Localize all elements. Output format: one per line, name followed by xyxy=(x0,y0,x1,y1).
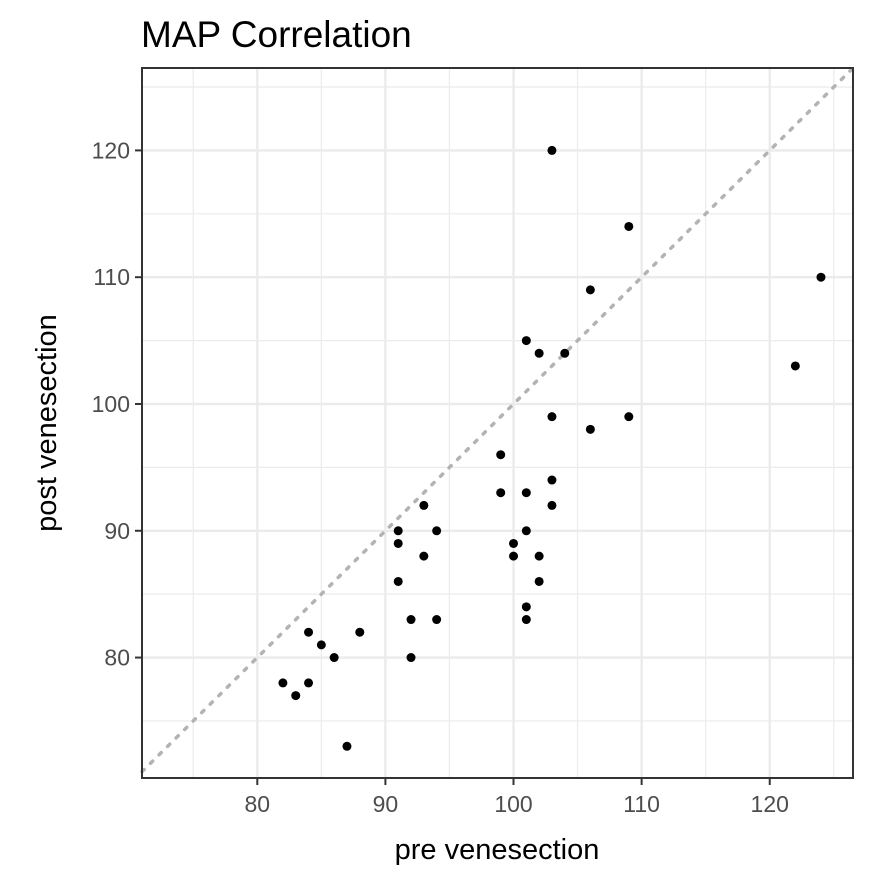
data-point xyxy=(547,475,557,485)
identity-reference-line xyxy=(140,66,855,774)
data-point xyxy=(419,500,429,510)
data-point xyxy=(816,272,826,282)
data-point xyxy=(496,488,506,498)
y-tick-label: 110 xyxy=(93,264,130,290)
data-point xyxy=(432,526,442,536)
data-point xyxy=(534,576,544,586)
data-point xyxy=(547,500,557,510)
x-tick-label: 120 xyxy=(751,791,789,817)
data-point xyxy=(355,627,365,637)
data-point xyxy=(547,145,557,155)
plot-panel xyxy=(142,68,853,778)
data-point xyxy=(342,741,352,751)
data-point xyxy=(534,551,544,561)
chart-title: MAP Correlation xyxy=(141,14,412,55)
data-point xyxy=(624,221,634,231)
data-point xyxy=(393,538,403,548)
data-point xyxy=(534,348,544,358)
data-point xyxy=(521,602,531,612)
y-axis-ticks: 80 90 100 110 120 xyxy=(92,137,142,671)
panel-border xyxy=(141,67,854,779)
data-point xyxy=(432,615,442,625)
data-point xyxy=(419,551,429,561)
minor-grid xyxy=(142,68,853,778)
data-point xyxy=(521,615,531,625)
x-tick-label: 90 xyxy=(373,791,399,817)
x-axis-title: pre venesection xyxy=(395,834,600,866)
data-point xyxy=(393,526,403,536)
data-point xyxy=(509,551,519,561)
data-point xyxy=(521,488,531,498)
data-point xyxy=(278,678,288,688)
data-point xyxy=(585,424,595,434)
y-axis-title: post venesection xyxy=(31,314,63,532)
y-tick-label: 100 xyxy=(92,391,130,417)
data-point xyxy=(624,412,634,422)
data-point xyxy=(329,653,339,663)
data-point xyxy=(521,336,531,346)
data-point xyxy=(406,615,416,625)
y-tick-label: 80 xyxy=(104,645,130,671)
data-point xyxy=(496,450,506,460)
data-points xyxy=(278,145,826,751)
x-tick-label: 80 xyxy=(245,791,271,817)
x-tick-label: 110 xyxy=(623,791,660,817)
x-tick-label: 100 xyxy=(494,791,532,817)
data-point xyxy=(585,285,595,295)
data-point xyxy=(547,412,557,422)
data-point xyxy=(291,691,301,701)
data-point xyxy=(509,538,519,548)
data-point xyxy=(304,627,314,637)
identity-line xyxy=(140,66,855,774)
data-point xyxy=(560,348,570,358)
data-point xyxy=(406,653,416,663)
x-axis-ticks: 80 90 100 110 120 xyxy=(245,778,789,817)
major-grid xyxy=(142,68,853,778)
y-tick-label: 90 xyxy=(104,518,130,544)
data-point xyxy=(790,361,800,371)
data-point xyxy=(316,640,326,650)
data-point xyxy=(521,526,531,536)
data-point xyxy=(393,576,403,586)
data-point xyxy=(304,678,314,688)
y-tick-label: 120 xyxy=(92,137,130,163)
